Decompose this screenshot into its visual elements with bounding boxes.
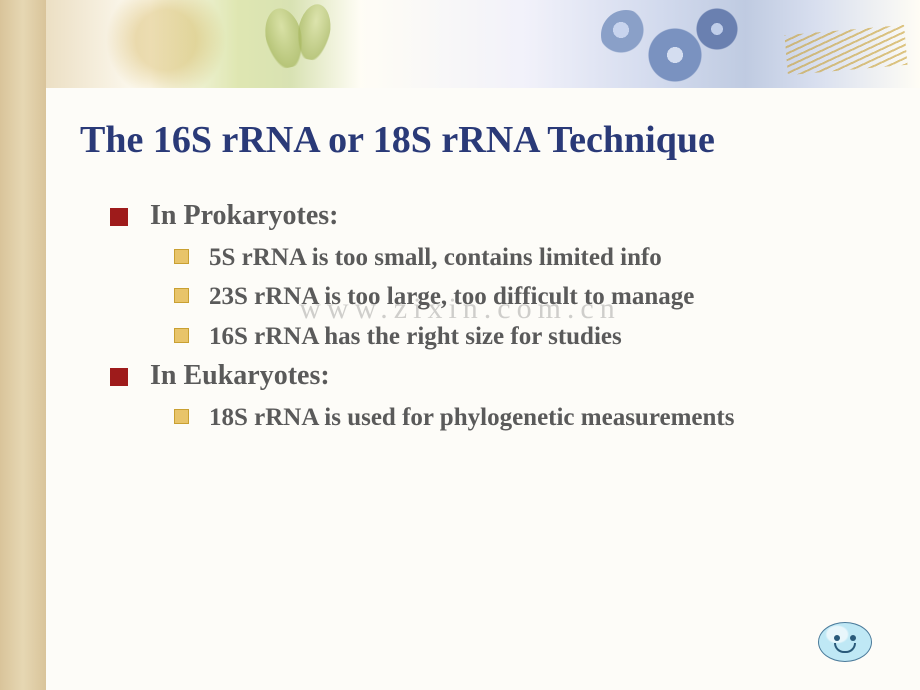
- list-item: 5S rRNA is too small, contains limited i…: [174, 242, 870, 273]
- slide-title: The 16S rRNA or 18S rRNA Technique: [80, 118, 880, 162]
- bullet-square-icon: [110, 208, 128, 226]
- bullet-square-icon: [174, 409, 189, 424]
- list-item-label: In Eukaryotes:: [150, 360, 870, 392]
- list-item-label: 23S rRNA is too large, too difficult to …: [209, 281, 870, 312]
- wheat-icon: [784, 25, 907, 75]
- bullet-square-icon: [174, 288, 189, 303]
- leaf-icon: [293, 2, 334, 63]
- list-item: 23S rRNA is too large, too difficult to …: [174, 281, 870, 312]
- list-item: 16S rRNA has the right size for studies: [174, 321, 870, 352]
- list-item-label: 18S rRNA is used for phylogenetic measur…: [209, 402, 870, 433]
- bullet-square-icon: [174, 249, 189, 264]
- list-item-label: In Prokaryotes:: [150, 200, 870, 232]
- left-decorative-bar: [0, 0, 46, 690]
- slide-body: In Prokaryotes: 5S rRNA is too small, co…: [110, 200, 870, 441]
- top-decorative-band: [46, 0, 920, 88]
- smiley-mouth-icon: [834, 643, 856, 653]
- list-item: In Prokaryotes:: [110, 200, 870, 232]
- bullet-square-icon: [174, 328, 189, 343]
- flower-icon: [601, 10, 651, 60]
- list-item: In Eukaryotes:: [110, 360, 870, 392]
- flower-icon: [694, 6, 740, 52]
- smiley-icon[interactable]: [818, 622, 872, 662]
- slide: www.zixin.com.cn The 16S rRNA or 18S rRN…: [0, 0, 920, 690]
- list-item: 18S rRNA is used for phylogenetic measur…: [174, 402, 870, 433]
- list-item-label: 5S rRNA is too small, contains limited i…: [209, 242, 870, 273]
- bullet-square-icon: [110, 368, 128, 386]
- smiley-eye-icon: [834, 635, 840, 641]
- smiley-eye-icon: [850, 635, 856, 641]
- list-item-label: 16S rRNA has the right size for studies: [209, 321, 870, 352]
